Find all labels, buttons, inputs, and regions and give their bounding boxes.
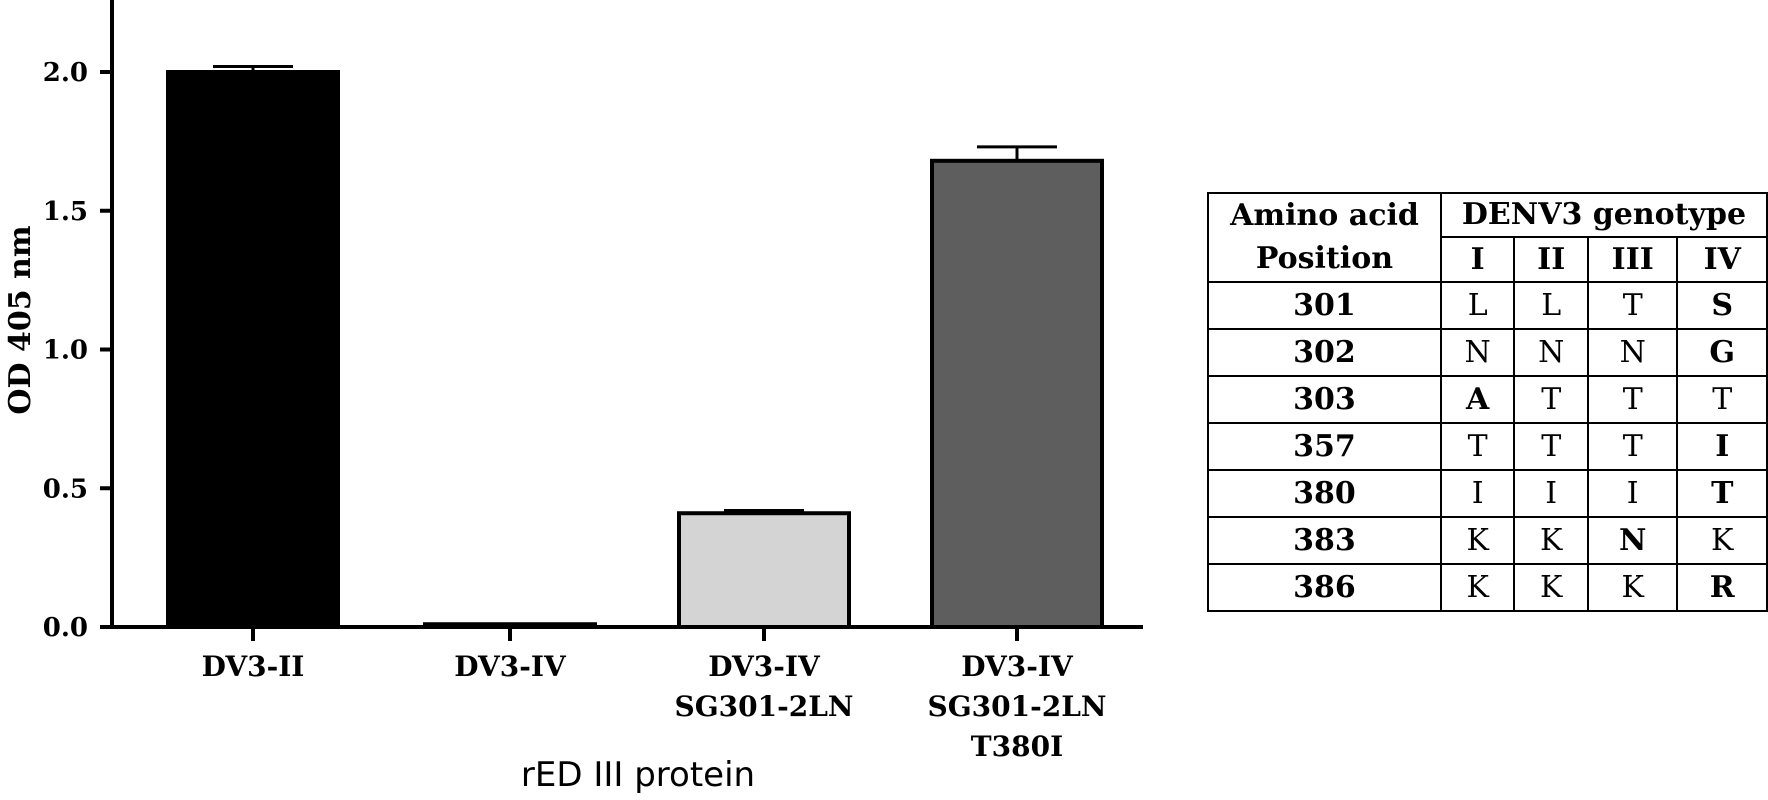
table-header-row: Amino acid DENV3 genotype xyxy=(1207,192,1768,238)
residue-cell: T xyxy=(1513,375,1589,424)
x-tick-label: DV3-II xyxy=(202,650,305,683)
residue-cell: T xyxy=(1513,422,1589,471)
residue-cell: N xyxy=(1513,328,1589,377)
position-cell: 380 xyxy=(1207,469,1442,518)
x-tick-label: T380I xyxy=(971,730,1063,763)
residue-cell: R xyxy=(1676,563,1768,612)
residue-cell: T xyxy=(1676,469,1768,518)
residue-cell: S xyxy=(1676,281,1768,330)
genotype-header-iii: III xyxy=(1586,236,1679,283)
y-tick-label: 2.0 xyxy=(43,58,88,88)
table-row: 383 K K N K xyxy=(1207,516,1768,565)
position-header-line1: Amino acid xyxy=(1207,192,1442,237)
bar-chart: 0.0 0.5 1.0 1.5 2.0 DV3-II DV3-IV DV3-IV SG301-… xyxy=(3,0,1143,795)
genotype-header-iv: IV xyxy=(1676,236,1768,283)
residue-cell: T xyxy=(1586,422,1679,471)
residue-cell: I xyxy=(1586,469,1679,518)
residue-cell: K xyxy=(1676,516,1768,565)
bar xyxy=(423,622,597,629)
residue-cell: L xyxy=(1439,281,1516,330)
table-body: 301 L L T S 302 N N N G 303 A T T T 357 T T T I 380 I I I T 383 K K… xyxy=(1207,281,1768,612)
residue-cell: T xyxy=(1676,375,1768,424)
residue-cell: K xyxy=(1513,563,1589,612)
residue-cell: T xyxy=(1586,375,1679,424)
table-row: 380 I I I T xyxy=(1207,469,1768,518)
genotype-header-i: I xyxy=(1439,236,1516,283)
residue-cell: N xyxy=(1439,328,1516,377)
x-tick-label: DV3-IV xyxy=(454,650,567,683)
y-tick-label: 1.0 xyxy=(43,336,88,366)
residue-cell: A xyxy=(1439,375,1516,424)
residue-cell: K xyxy=(1439,516,1516,565)
residue-cell: L xyxy=(1513,281,1589,330)
table-row: 357 T T T I xyxy=(1207,422,1768,471)
residue-cell: I xyxy=(1676,422,1768,471)
position-cell: 302 xyxy=(1207,328,1442,377)
position-cell: 357 xyxy=(1207,422,1442,471)
residue-cell: I xyxy=(1513,469,1589,518)
table-row: 301 L L T S xyxy=(1207,281,1768,330)
x-category-labels: DV3-II DV3-IV DV3-IV SG301-2LN DV3-IV SG301-2… xyxy=(202,627,1107,763)
x-tick-label: SG301-2LN xyxy=(675,690,854,723)
bars xyxy=(166,64,1104,630)
residue-cell: T xyxy=(1439,422,1516,471)
residue-cell: K xyxy=(1439,563,1516,612)
x-tick-label: SG301-2LN xyxy=(928,690,1107,723)
residue-cell: N xyxy=(1586,328,1679,377)
genotype-header-ii: II xyxy=(1513,236,1589,283)
y-tick-label: 1.5 xyxy=(43,197,88,227)
y-ticks: 0.0 0.5 1.0 1.5 2.0 xyxy=(43,58,112,643)
x-tick-label: DV3-IV xyxy=(708,650,821,683)
residue-cell: N xyxy=(1586,516,1679,565)
bar xyxy=(930,158,1104,630)
table-row: 303 A T T T xyxy=(1207,375,1768,424)
bar xyxy=(166,70,340,629)
table-row: 386 K K K R xyxy=(1207,563,1768,612)
position-cell: 383 xyxy=(1207,516,1442,565)
bar xyxy=(677,511,851,629)
residue-cell: T xyxy=(1586,281,1679,330)
y-axis-label: OD 405 nm xyxy=(3,225,38,414)
position-cell: 301 xyxy=(1207,281,1442,330)
x-tick-label: DV3-IV xyxy=(961,650,1074,683)
position-cell: 386 xyxy=(1207,563,1442,612)
position-header-line2: Position xyxy=(1207,237,1442,283)
residue-cell: G xyxy=(1676,328,1768,377)
genotype-table: Amino acid DENV3 genotype Position I II II… xyxy=(1207,192,1768,612)
x-axis-label: rED III protein xyxy=(521,755,755,795)
residue-cell: I xyxy=(1439,469,1516,518)
y-tick-label: 0.0 xyxy=(43,613,88,643)
table-row: 302 N N N G xyxy=(1207,328,1768,377)
table-header-row: Position I II III IV xyxy=(1207,236,1768,283)
residue-cell: K xyxy=(1513,516,1589,565)
genotype-group-header: DENV3 genotype xyxy=(1439,192,1768,238)
position-cell: 303 xyxy=(1207,375,1442,424)
y-tick-label: 0.5 xyxy=(43,474,88,504)
residue-cell: K xyxy=(1586,563,1679,612)
